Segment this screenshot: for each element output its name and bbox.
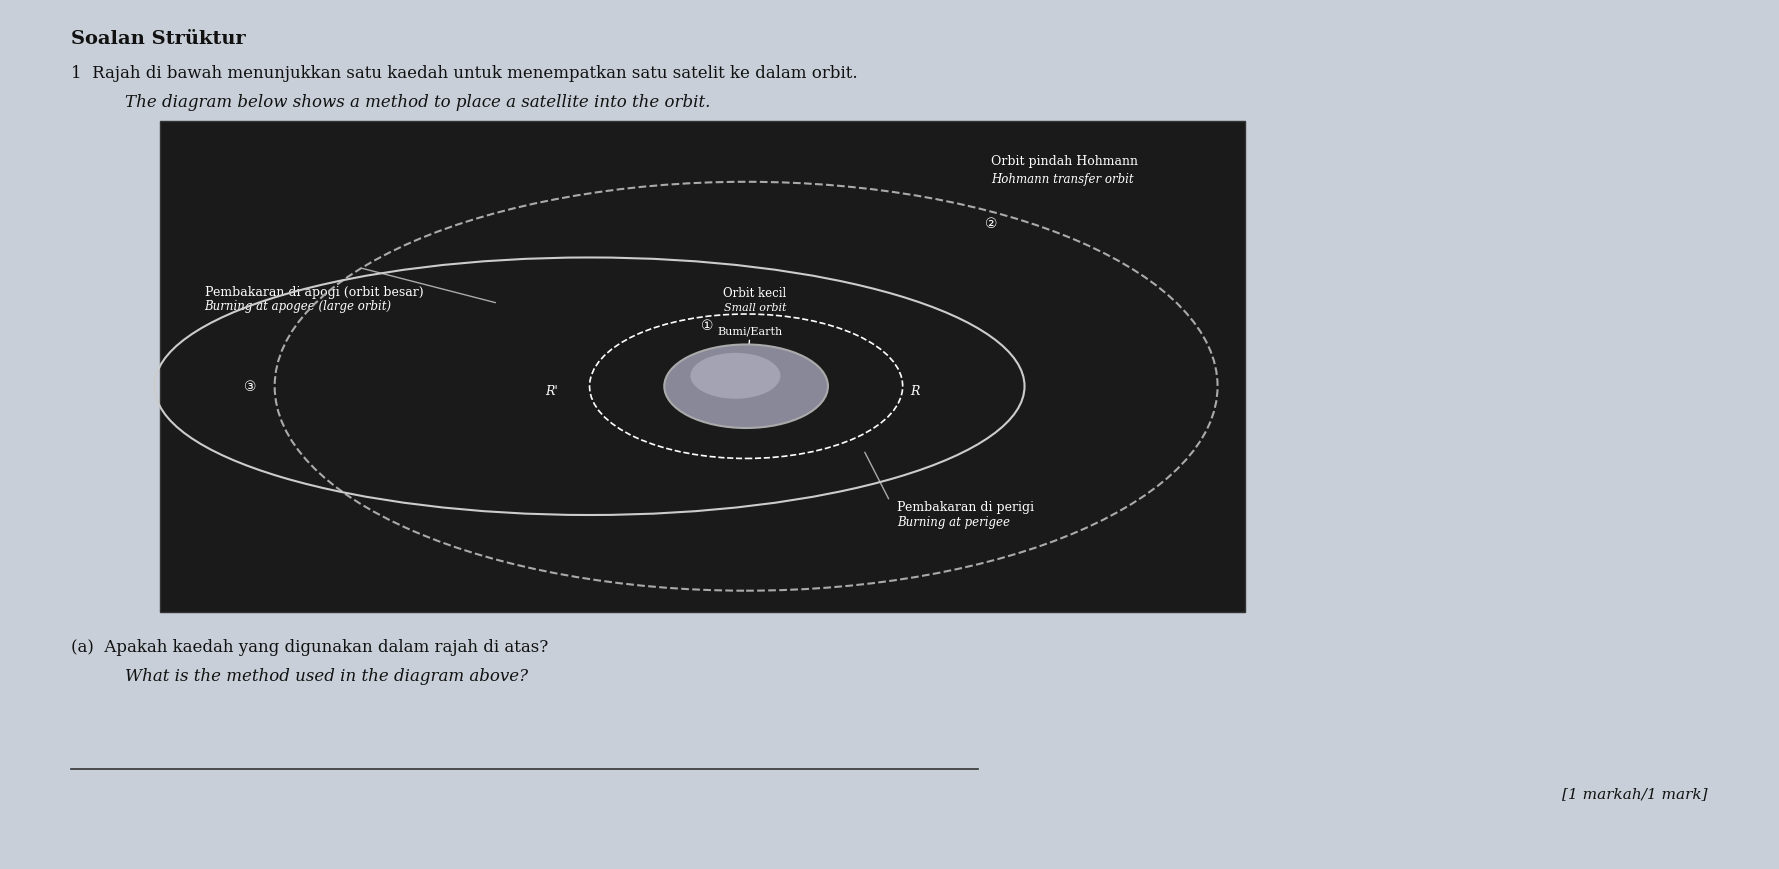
Text: The diagram below shows a method to place a satellite into the orbit.: The diagram below shows a method to plac… xyxy=(125,94,710,111)
Ellipse shape xyxy=(690,354,781,400)
Text: ②: ② xyxy=(986,216,998,230)
Text: Hohmann transfer orbit: Hohmann transfer orbit xyxy=(991,173,1133,186)
Text: Small orbit: Small orbit xyxy=(724,303,786,313)
Text: Burning at apogee (large orbit): Burning at apogee (large orbit) xyxy=(205,300,391,313)
Ellipse shape xyxy=(664,345,827,428)
Text: Orbit kecil: Orbit kecil xyxy=(724,287,786,300)
Text: R': R' xyxy=(544,385,557,398)
Text: Soalan Strüktur: Soalan Strüktur xyxy=(71,30,246,49)
Text: Orbit pindah Hohmann: Orbit pindah Hohmann xyxy=(991,156,1139,169)
FancyBboxPatch shape xyxy=(160,122,1245,613)
Text: 1  Rajah di bawah menunjukkan satu kaedah untuk menempatkan satu satelit ke dala: 1 Rajah di bawah menunjukkan satu kaedah… xyxy=(71,65,857,83)
Text: Bumi/Earth: Bumi/Earth xyxy=(717,327,783,336)
Text: ①: ① xyxy=(701,319,713,333)
Text: R: R xyxy=(909,385,920,398)
Text: ③: ③ xyxy=(244,380,256,394)
Text: Pembakaran di apogi (orbit besar): Pembakaran di apogi (orbit besar) xyxy=(205,286,423,299)
Text: What is the method used in the diagram above?: What is the method used in the diagram a… xyxy=(125,667,528,685)
Text: Pembakaran di perigi: Pembakaran di perigi xyxy=(897,500,1034,513)
Text: Burning at perigee: Burning at perigee xyxy=(897,515,1010,528)
Text: [1 markah/1 mark]: [1 markah/1 mark] xyxy=(1562,786,1708,800)
Text: (a)  Apakah kaedah yang digunakan dalam rajah di atas?: (a) Apakah kaedah yang digunakan dalam r… xyxy=(71,639,548,656)
